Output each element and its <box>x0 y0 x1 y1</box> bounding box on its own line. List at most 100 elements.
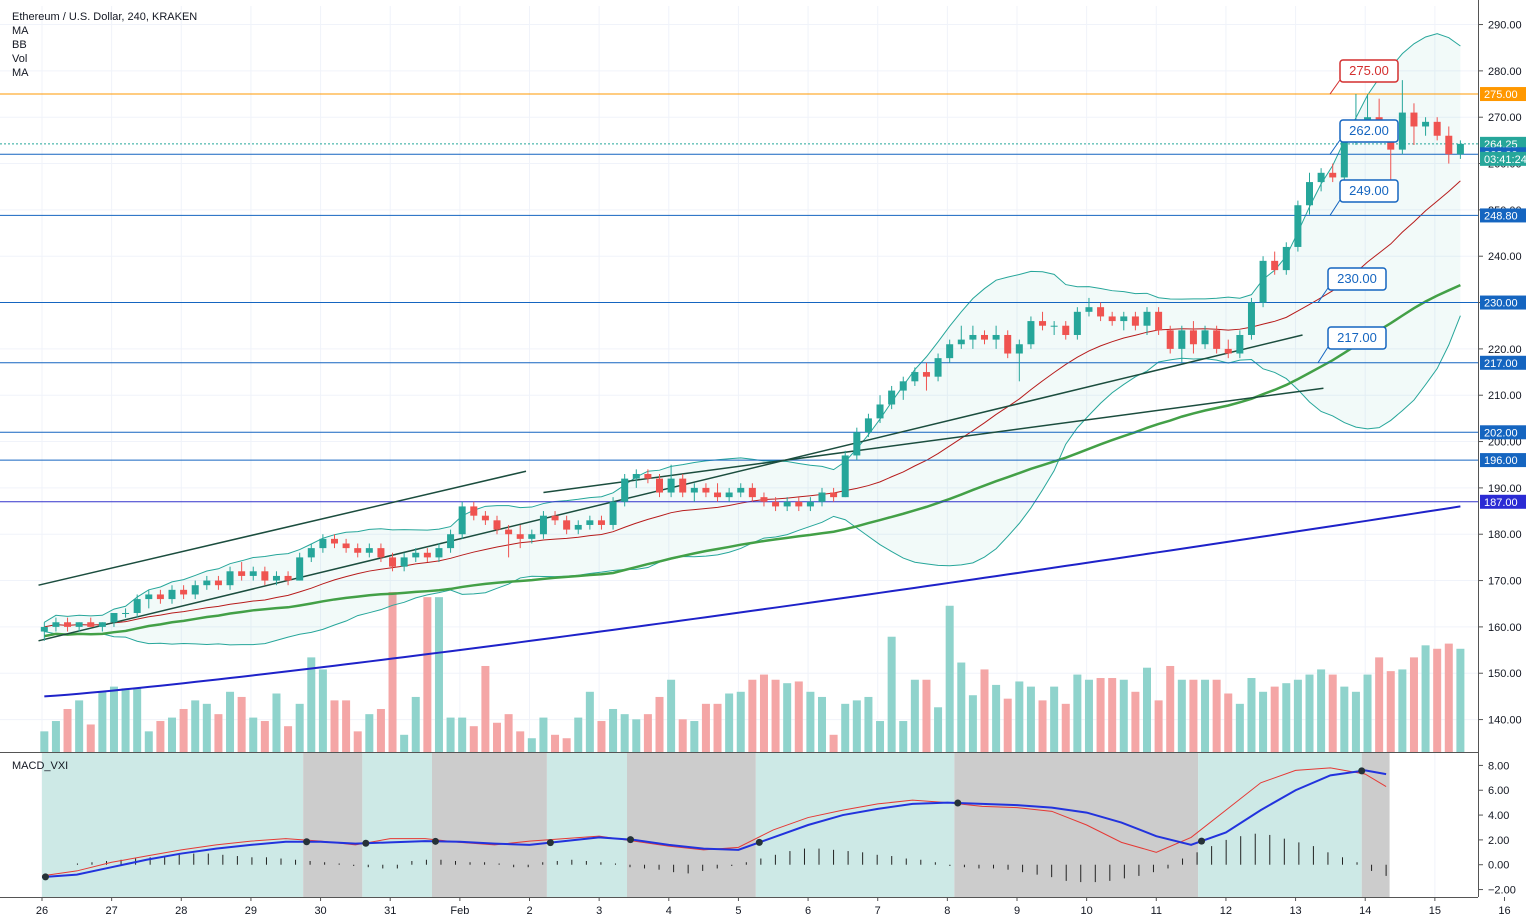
volume-bar <box>678 719 687 752</box>
candle <box>922 362 930 391</box>
volume-bar <box>945 605 954 752</box>
candle <box>992 325 1000 349</box>
candle-body <box>1410 112 1418 127</box>
volume-bar <box>539 717 548 752</box>
volume-bar <box>1433 648 1442 752</box>
time-tick-label: 15 <box>1429 905 1441 917</box>
candle-body <box>841 455 849 498</box>
volume-bar <box>144 731 153 752</box>
trendline <box>543 387 1324 494</box>
candle <box>458 501 466 539</box>
price-label-text: 187.00 <box>1484 497 1518 509</box>
candle-body <box>609 501 617 525</box>
candle <box>1189 321 1197 354</box>
candle-body <box>667 478 675 493</box>
candle <box>969 325 977 349</box>
candle <box>760 492 768 507</box>
candle-body <box>783 501 791 507</box>
candle <box>911 367 919 386</box>
price-axis-label: 202.00 <box>1480 425 1526 440</box>
volume-bar <box>690 721 699 752</box>
candle-body <box>551 515 559 521</box>
candles <box>40 80 1464 641</box>
macd-tick-label: 2.00 <box>1488 835 1509 847</box>
volume-bar <box>1073 674 1082 752</box>
volume-bar <box>1026 686 1035 752</box>
volume-bar <box>504 714 513 752</box>
volume-bar <box>307 657 316 752</box>
volume-bar <box>481 665 490 752</box>
volume-bar <box>284 726 293 752</box>
volume-bar <box>818 696 826 752</box>
volume-bar <box>968 695 977 752</box>
candle <box>1143 307 1151 335</box>
candle-body <box>760 497 768 502</box>
candle <box>888 385 896 410</box>
candle-body <box>981 334 988 340</box>
candle <box>621 473 629 507</box>
horizontal-lines <box>0 93 1478 503</box>
candle-body <box>1329 172 1337 178</box>
candle <box>145 589 153 609</box>
volume-bar <box>365 714 374 752</box>
candle <box>447 529 455 553</box>
volume-bar <box>1328 674 1337 752</box>
candle-body <box>1445 135 1453 155</box>
macd-cross-dot <box>41 873 49 881</box>
candle-body <box>818 492 826 502</box>
candle <box>272 571 280 586</box>
candle-body <box>284 575 292 581</box>
candle <box>1294 200 1302 252</box>
volume-bar <box>423 597 432 752</box>
price-label-bg <box>1480 295 1526 310</box>
price-tick-label: 200.00 <box>1488 437 1522 449</box>
candle-body <box>1015 344 1023 354</box>
candle <box>400 552 408 572</box>
macd-shade-block <box>42 753 304 897</box>
candle <box>806 497 814 512</box>
candle <box>1085 297 1093 317</box>
candle <box>1340 135 1348 183</box>
volume-bar <box>75 700 84 752</box>
candle-body <box>168 589 176 600</box>
time-tick-label: 12 <box>1220 905 1232 917</box>
time-tick-label: 10 <box>1081 905 1093 917</box>
candle-body <box>423 552 431 558</box>
volume-bars <box>40 592 1465 752</box>
candle-body <box>319 538 327 549</box>
volume-bar <box>783 683 792 752</box>
candle-body <box>354 548 362 553</box>
volume-bar <box>226 691 235 752</box>
candle-body <box>226 571 234 586</box>
volume-bar <box>1259 691 1268 752</box>
candle <box>435 543 443 563</box>
volume-bar <box>376 708 385 752</box>
candle-body <box>1422 121 1430 127</box>
candle-body <box>1143 311 1151 326</box>
candle-body <box>876 404 884 419</box>
volume-bar <box>736 691 745 752</box>
candle-body <box>1282 246 1290 271</box>
price-axis-label: 196.00 <box>1480 453 1526 468</box>
volume-bar <box>1340 686 1349 752</box>
volume-bar <box>1456 648 1465 752</box>
candle-body <box>110 612 118 623</box>
candle <box>389 552 397 572</box>
candle <box>597 515 605 530</box>
candle <box>725 487 733 502</box>
macd-shading <box>42 753 1390 897</box>
volume-bar <box>179 708 188 752</box>
candle <box>1027 316 1035 349</box>
volume-bar <box>574 717 583 752</box>
study-ma: MA <box>12 25 29 37</box>
candle-body <box>1456 143 1464 155</box>
time-tick-label: 8 <box>944 905 950 917</box>
candle-body <box>64 622 72 627</box>
candle <box>1422 117 1430 136</box>
candle-body <box>1073 311 1081 335</box>
volume-bar <box>620 714 629 752</box>
callout-pointer <box>1329 79 1341 95</box>
price-label-bg <box>1480 355 1526 370</box>
volume-bar <box>1247 678 1256 752</box>
